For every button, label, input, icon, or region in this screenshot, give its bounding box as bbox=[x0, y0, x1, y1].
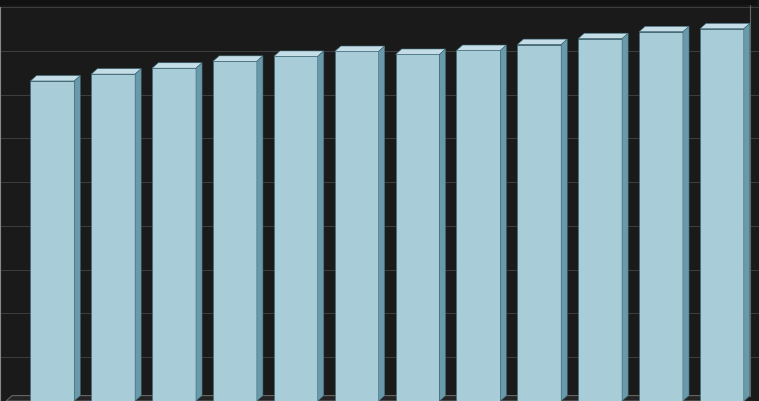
Polygon shape bbox=[456, 46, 506, 51]
Bar bbox=[456, 51, 500, 401]
Polygon shape bbox=[500, 46, 506, 401]
Polygon shape bbox=[379, 47, 385, 401]
Polygon shape bbox=[578, 34, 628, 40]
Bar bbox=[274, 57, 318, 401]
Bar bbox=[91, 75, 135, 401]
Polygon shape bbox=[439, 50, 446, 401]
Polygon shape bbox=[274, 52, 324, 57]
Polygon shape bbox=[74, 76, 80, 401]
Polygon shape bbox=[91, 69, 141, 75]
Bar bbox=[395, 55, 439, 401]
Bar bbox=[30, 82, 74, 401]
Polygon shape bbox=[639, 27, 689, 32]
Polygon shape bbox=[744, 24, 750, 401]
Bar bbox=[639, 32, 683, 401]
Bar bbox=[152, 69, 196, 401]
Polygon shape bbox=[395, 50, 446, 55]
Polygon shape bbox=[135, 69, 141, 401]
Bar bbox=[518, 45, 561, 401]
Polygon shape bbox=[335, 47, 385, 52]
Polygon shape bbox=[257, 57, 263, 401]
Polygon shape bbox=[318, 52, 324, 401]
Bar bbox=[213, 62, 257, 401]
Polygon shape bbox=[622, 34, 628, 401]
Polygon shape bbox=[196, 64, 202, 401]
Polygon shape bbox=[700, 24, 750, 30]
Bar bbox=[335, 52, 379, 401]
Polygon shape bbox=[152, 64, 202, 69]
Polygon shape bbox=[683, 27, 689, 401]
Polygon shape bbox=[6, 396, 750, 401]
Polygon shape bbox=[30, 76, 80, 82]
Bar bbox=[578, 40, 622, 401]
Bar bbox=[700, 30, 744, 401]
Polygon shape bbox=[518, 40, 567, 45]
Polygon shape bbox=[213, 57, 263, 62]
Polygon shape bbox=[561, 40, 567, 401]
